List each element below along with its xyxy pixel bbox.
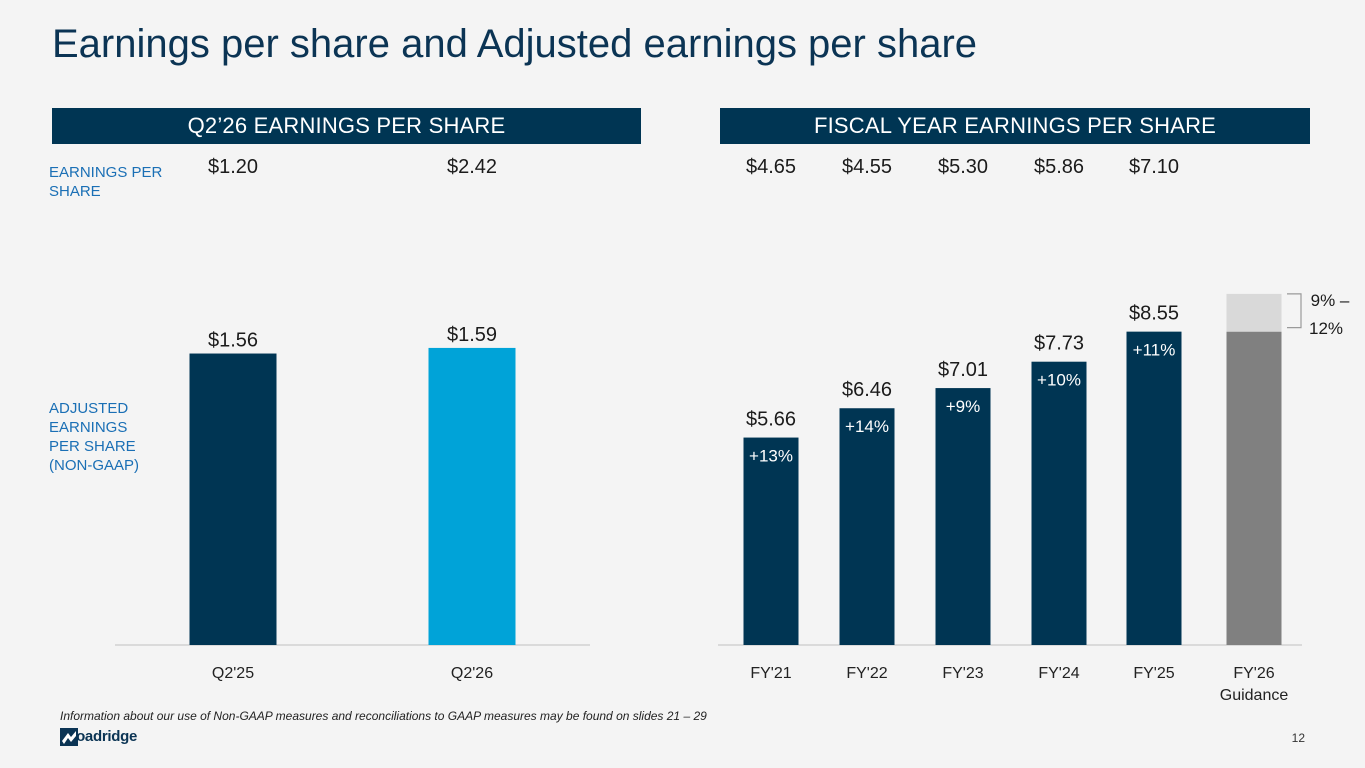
fy-growth-label-0: +13% <box>749 447 793 466</box>
broadridge-logo-icon <box>60 728 78 746</box>
q2-section-header: Q2’26 EARNINGS PER SHARE <box>52 108 641 144</box>
fy-bar-value-label-4: $8.55 <box>1129 303 1179 325</box>
q2-category-label-1: Q2'26 <box>451 665 493 682</box>
fy-growth-label-1: +14% <box>845 417 889 436</box>
q2-bar-1 <box>428 347 516 645</box>
q2-category-label-0: Q2'25 <box>212 665 254 682</box>
fy-category-label-3: FY'24 <box>1038 665 1079 682</box>
q2-bar-0 <box>189 353 277 645</box>
logo-text: Broadridge <box>60 728 138 745</box>
page-number: 12 <box>1291 731 1305 745</box>
adjusted-eps-row-label: ADJUSTED EARNINGS PER SHARE (NON-GAAP) <box>49 400 139 474</box>
fy-bar-4 <box>1126 331 1182 645</box>
fy-bar-value-label-3: $7.73 <box>1034 333 1084 355</box>
gaap-eps-fy23: $5.30 <box>937 156 989 178</box>
fy-bar-1 <box>839 408 895 645</box>
fy-guidance-range <box>1226 293 1282 332</box>
fy-bar-value-label-2: $7.01 <box>938 359 988 381</box>
eps-row-label: EARNINGS PER SHARE <box>49 164 163 200</box>
fy-bar-5 <box>1226 331 1282 645</box>
fy-bar-value-label-1: $6.46 <box>842 379 892 401</box>
gaap-eps-fy22: $4.55 <box>841 156 893 178</box>
fy-bar-value-label-0: $5.66 <box>746 409 796 431</box>
guidance-range-label-line2: 12% <box>1309 319 1343 338</box>
page-title: Earnings per share and Adjusted earnings… <box>52 22 978 66</box>
fy-category-label-1: FY'22 <box>846 665 887 682</box>
fy-bar-0 <box>743 437 799 645</box>
fy-bar-2 <box>935 388 991 645</box>
q2-bar-value-label-0: $1.56 <box>208 330 258 352</box>
broadridge-logo: Broadridge <box>60 728 138 746</box>
q2-bar-value-label-1: $1.59 <box>447 324 497 346</box>
fy-category-label-2: FY'23 <box>942 665 983 682</box>
guidance-bracket <box>1287 293 1302 329</box>
fy-bar-3 <box>1031 361 1087 645</box>
fy-category-label-4: FY'25 <box>1133 665 1174 682</box>
gaap-eps-fy21: $4.65 <box>745 156 797 178</box>
footnote: Information about our use of Non-GAAP me… <box>60 709 707 723</box>
gaap-eps-fy25: $7.10 <box>1128 156 1180 178</box>
fy-category-label-0: FY'21 <box>750 665 791 682</box>
fy-category-label-5: FY'26 <box>1233 665 1274 682</box>
fy-growth-label-4: +11% <box>1133 341 1176 360</box>
fy-section-header: FISCAL YEAR EARNINGS PER SHARE <box>720 108 1310 144</box>
gaap-eps-fy24: $5.86 <box>1033 156 1085 178</box>
gaap-eps-q2-25: $1.20 <box>207 156 259 178</box>
fy-growth-label-2: +9% <box>946 397 981 416</box>
gaap-eps-q2-26: $2.42 <box>446 156 498 178</box>
fy-category-sublabel-5: Guidance <box>1220 687 1289 704</box>
fy-growth-label-3: +10% <box>1037 371 1081 390</box>
guidance-range-label-line1: 9% – <box>1311 291 1350 310</box>
